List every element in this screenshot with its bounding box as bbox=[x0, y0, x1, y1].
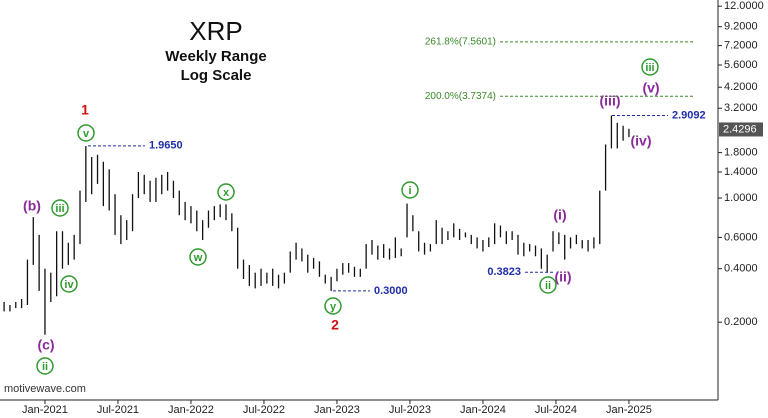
wave-label: v bbox=[83, 128, 90, 140]
wave-label: y bbox=[330, 301, 337, 313]
wave-circle bbox=[51, 199, 69, 217]
y-tick-label: 9.2000 bbox=[724, 21, 758, 33]
last-price-label: 2.4296 bbox=[723, 123, 757, 135]
wave-label: 1 bbox=[81, 102, 89, 118]
x-tick-label: Jul-2021 bbox=[97, 404, 139, 416]
wave-label: (v) bbox=[642, 80, 659, 96]
y-tick-label: 12.0000 bbox=[724, 0, 764, 12]
wave-circle bbox=[217, 183, 235, 201]
wave-circle bbox=[641, 58, 659, 76]
y-tick-label: 0.2000 bbox=[724, 316, 758, 328]
level-label: 200.0%(3.7374) bbox=[425, 91, 496, 102]
wave-circle bbox=[189, 248, 207, 266]
wave-circle bbox=[401, 181, 419, 199]
level-label: 1.9650 bbox=[149, 140, 183, 152]
x-tick-label: Jan-2021 bbox=[22, 404, 68, 416]
wave-label: (iv) bbox=[631, 133, 652, 149]
y-tick-label: 7.2000 bbox=[724, 40, 758, 52]
x-tick-label: Jan-2023 bbox=[314, 404, 360, 416]
watermark: motivewave.com bbox=[4, 383, 86, 395]
wave-circle bbox=[324, 297, 342, 315]
wave-label: x bbox=[223, 187, 230, 199]
wave-label: i bbox=[408, 185, 411, 197]
level-label: 261.8%(7.5601) bbox=[425, 36, 496, 47]
wave-circle bbox=[36, 357, 54, 375]
wave-label: (ii) bbox=[554, 269, 571, 285]
wave-label: iii bbox=[645, 62, 654, 74]
x-tick-label: Jul-2022 bbox=[243, 404, 285, 416]
wave-label: 2 bbox=[331, 317, 339, 333]
wave-label: (b) bbox=[23, 198, 41, 214]
y-tick-label: 0.6000 bbox=[724, 231, 758, 243]
y-tick-label: 5.6000 bbox=[724, 59, 758, 71]
x-tick-label: Jan-2025 bbox=[606, 404, 652, 416]
wave-label: (c) bbox=[37, 337, 54, 353]
wave-circle bbox=[539, 276, 557, 294]
y-tick-label: 0.4000 bbox=[724, 263, 758, 275]
wave-circle bbox=[60, 275, 78, 293]
level-label: 0.3823 bbox=[487, 266, 521, 278]
y-tick-label: 3.2000 bbox=[724, 102, 758, 114]
x-tick-label: Jan-2022 bbox=[168, 404, 214, 416]
y-tick-label: 4.2000 bbox=[724, 81, 758, 93]
scale-note: Log Scale bbox=[181, 67, 252, 84]
y-tick-label: 1.0000 bbox=[724, 192, 758, 204]
level-label: 2.9092 bbox=[672, 109, 706, 121]
wave-label: (iii) bbox=[600, 93, 621, 109]
level-label: 0.3000 bbox=[374, 285, 408, 297]
wave-label: iv bbox=[64, 279, 74, 291]
wave-label: ii bbox=[42, 361, 48, 373]
wave-label: w bbox=[193, 252, 203, 264]
wave-label: (i) bbox=[553, 207, 566, 223]
x-tick-label: Jul-2024 bbox=[535, 404, 577, 416]
wave-label: ii bbox=[545, 280, 551, 292]
chart-title: XRP bbox=[189, 16, 242, 46]
wave-circle bbox=[77, 124, 95, 142]
y-tick-label: 1.4000 bbox=[724, 166, 758, 178]
last-price-box bbox=[719, 122, 763, 137]
x-tick-label: Jul-2023 bbox=[389, 404, 431, 416]
chart-subtitle: Weekly Range bbox=[165, 48, 266, 65]
wave-label: iii bbox=[55, 203, 64, 215]
x-tick-label: Jan-2024 bbox=[460, 404, 506, 416]
y-tick-label: 1.8000 bbox=[724, 147, 758, 159]
